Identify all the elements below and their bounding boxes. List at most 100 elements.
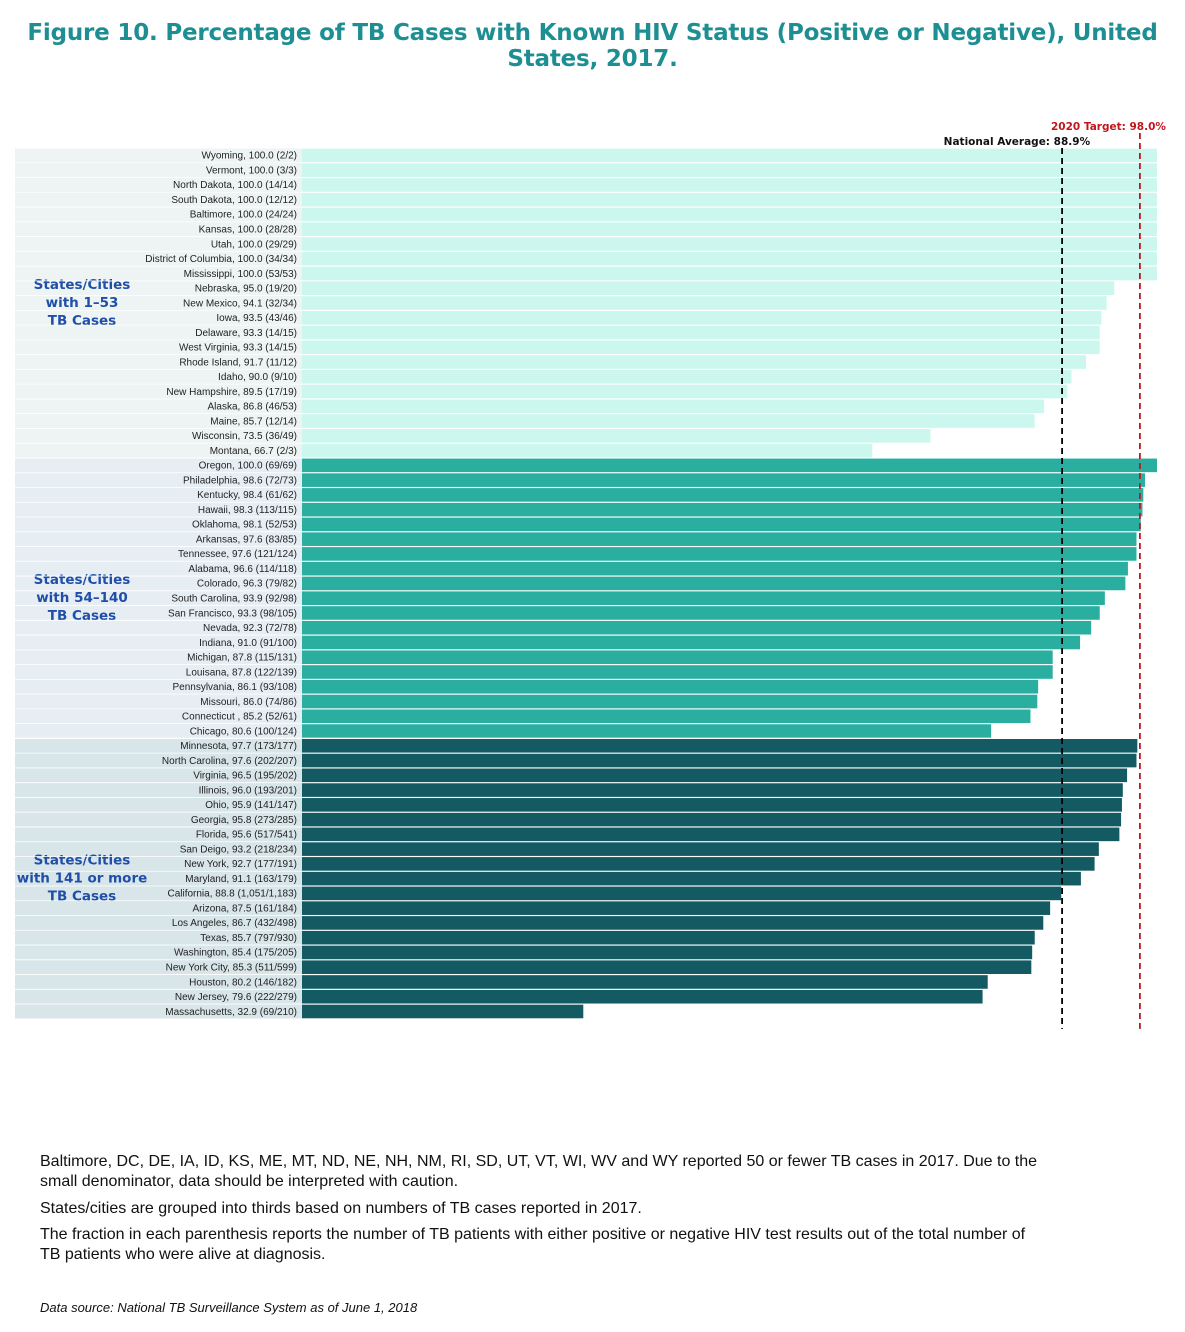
bar <box>302 532 1137 546</box>
bar-label: Virginia, 96.5 (195/202) <box>193 771 297 782</box>
bar <box>302 340 1100 355</box>
bar <box>302 384 1068 399</box>
bar-label: Nevada, 92.3 (72/78) <box>203 623 297 634</box>
group-panel <box>15 738 302 1019</box>
bar-label: Missouri, 86.0 (74/86) <box>200 697 297 708</box>
bar-label: South Carolina, 93.9 (92/98) <box>171 594 297 605</box>
bar <box>302 930 1035 945</box>
bar-label: Iowa, 93.5 (43/46) <box>216 313 297 324</box>
bar-label: Washington, 85.4 (175/205) <box>174 948 297 959</box>
bar-label: San Francisco, 93.3 (98/105) <box>168 608 297 619</box>
target-label: 2020 Target: 98.0% <box>1051 121 1166 133</box>
bar-label: New Jersey, 79.6 (222/279) <box>175 992 297 1003</box>
bar <box>302 945 1033 960</box>
bar <box>302 576 1126 591</box>
bar-label: Idaho, 90.0 (9/10) <box>218 372 297 383</box>
bar <box>302 960 1032 974</box>
bar-label: Houston, 80.2 (146/182) <box>189 977 297 988</box>
bar <box>302 222 1157 236</box>
group-label: with 141 or more <box>17 871 148 887</box>
bar <box>302 753 1137 768</box>
bar <box>302 620 1092 635</box>
bar-label: Nebraska, 95.0 (19/20) <box>195 284 297 295</box>
group-panel <box>15 457 302 739</box>
bar <box>302 886 1062 901</box>
data-source: Data source: National TB Surveillance Sy… <box>40 1300 418 1315</box>
bar-label: Colorado, 96.3 (79/82) <box>197 579 297 590</box>
bar-label: Rhode Island, 91.7 (11/12) <box>179 357 297 368</box>
bar-label: Mississippi, 100.0 (53/53) <box>184 269 297 280</box>
bar-label: Hawaii, 98.3 (113/115) <box>198 505 297 516</box>
bar-label: Baltimore, 100.0 (24/24) <box>190 210 297 221</box>
bar-label: Vermont, 100.0 (3/3) <box>206 165 297 176</box>
bar-label: Illinois, 96.0 (193/201) <box>199 785 297 796</box>
bar-label: Minnesota, 97.7 (173/177) <box>180 741 297 752</box>
bar-label: Pennsylvania, 86.1 (93/108) <box>172 682 297 693</box>
bar <box>302 709 1031 724</box>
bar <box>302 458 1157 473</box>
bar <box>302 502 1143 517</box>
bar <box>302 310 1102 325</box>
bar <box>302 414 1035 428</box>
bar-label: Chicago, 80.6 (100/124) <box>190 726 297 737</box>
bar <box>302 547 1137 561</box>
bar <box>302 1004 584 1019</box>
bar-label: Massachusetts, 32.9 (69/210) <box>165 1007 297 1018</box>
bar <box>302 842 1099 856</box>
bar-label: Utah, 100.0 (29/29) <box>211 239 297 250</box>
bar-label: Kentucky, 98.4 (61/62) <box>197 490 297 501</box>
bar-label: Philadelphia, 98.6 (72/73) <box>183 475 297 486</box>
group-label: States/Cities <box>34 853 131 869</box>
bar-label: New York City, 85.3 (511/599) <box>166 963 297 974</box>
bar <box>302 192 1157 207</box>
bar-label: North Carolina, 97.6 (202/207) <box>162 756 297 767</box>
bar <box>302 355 1087 369</box>
bar <box>302 488 1144 502</box>
note-fraction: The fraction in each parenthesis reports… <box>40 1226 1026 1263</box>
bar <box>302 827 1120 842</box>
bar <box>302 473 1146 487</box>
bar-label: Florida, 95.6 (517/541) <box>196 830 297 841</box>
bar <box>302 665 1053 679</box>
bar <box>302 739 1138 753</box>
bar <box>302 916 1044 930</box>
group-label: with 54–140 <box>36 590 128 606</box>
bar <box>302 281 1115 296</box>
bar <box>302 635 1081 650</box>
bar-label: District of Columbia, 100.0 (34/34) <box>145 254 297 265</box>
bar-label: Georgia, 95.8 (273/285) <box>191 815 297 826</box>
bar <box>302 561 1128 576</box>
bar-label: New Mexico, 94.1 (32/34) <box>183 298 297 309</box>
bar <box>302 783 1123 797</box>
bar-label: New Hampshire, 89.5 (17/19) <box>166 387 297 398</box>
bar <box>302 591 1105 605</box>
bar-label: Texas, 85.7 (797/930) <box>200 933 297 944</box>
bar-label: Michigan, 87.8 (115/131) <box>187 653 297 664</box>
bar <box>302 871 1081 886</box>
bar <box>302 207 1157 222</box>
bar-label: Maine, 85.7 (12/14) <box>210 416 297 427</box>
bar <box>302 178 1157 192</box>
bar-label: Los Angeles, 86.7 (432/498) <box>172 918 297 929</box>
bar-label: Oregon, 100.0 (69/69) <box>199 461 297 472</box>
note-grouping: States/cities are grouped into thirds ba… <box>40 1200 642 1217</box>
bar-label: California, 88.8 (1,051/1,183) <box>167 889 297 900</box>
bar-label: North Dakota, 100.0 (14/14) <box>173 180 297 191</box>
bar <box>302 694 1038 709</box>
bar-label: Montana, 66.7 (2/3) <box>210 446 297 457</box>
bar <box>302 724 992 738</box>
bar <box>302 237 1157 251</box>
bar-label: Maryland, 91.1 (163/179) <box>185 874 297 885</box>
bar <box>302 975 988 989</box>
chart-title: Figure 10. Percentage of TB Cases with K… <box>27 20 1158 72</box>
national-average-label: National Average: 88.9% <box>944 136 1091 148</box>
bar <box>302 266 1157 281</box>
bar-label: Louisana, 87.8 (122/139) <box>186 667 297 678</box>
bar-label: Arizona, 87.5 (161/184) <box>192 903 297 914</box>
bar-label: Alabama, 96.6 (114/118) <box>188 564 297 575</box>
bar <box>302 679 1039 694</box>
bar <box>302 517 1141 532</box>
bar <box>302 812 1122 827</box>
bar <box>302 429 931 443</box>
group-label: TB Cases <box>48 889 116 905</box>
